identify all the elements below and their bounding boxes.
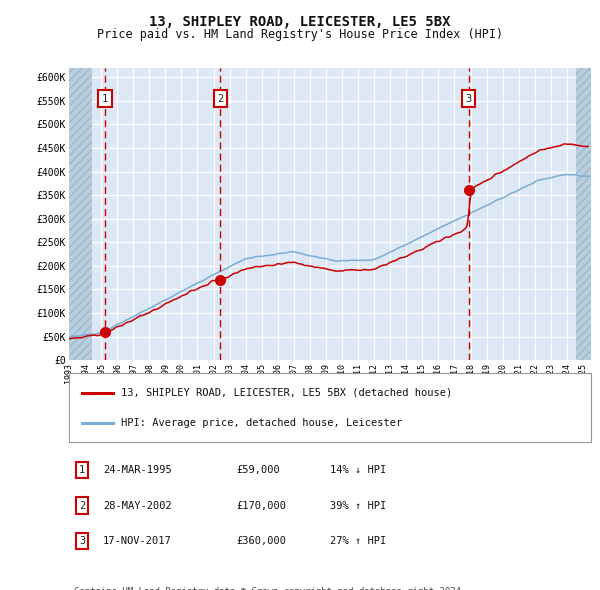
- Text: 39% ↑ HPI: 39% ↑ HPI: [330, 501, 386, 510]
- Text: 27% ↑ HPI: 27% ↑ HPI: [330, 536, 386, 546]
- Text: 1: 1: [101, 93, 108, 103]
- Text: 1: 1: [79, 466, 85, 476]
- Text: Contains HM Land Registry data © Crown copyright and database right 2024.
This d: Contains HM Land Registry data © Crown c…: [74, 588, 467, 590]
- Text: 3: 3: [79, 536, 85, 546]
- Text: HPI: Average price, detached house, Leicester: HPI: Average price, detached house, Leic…: [121, 418, 403, 428]
- Text: 14% ↓ HPI: 14% ↓ HPI: [330, 466, 386, 476]
- Text: 17-NOV-2017: 17-NOV-2017: [103, 536, 172, 546]
- Text: 24-MAR-1995: 24-MAR-1995: [103, 466, 172, 476]
- Text: 28-MAY-2002: 28-MAY-2002: [103, 501, 172, 510]
- Text: £170,000: £170,000: [236, 501, 286, 510]
- Text: 13, SHIPLEY ROAD, LEICESTER, LE5 5BX: 13, SHIPLEY ROAD, LEICESTER, LE5 5BX: [149, 15, 451, 29]
- Text: £360,000: £360,000: [236, 536, 286, 546]
- Text: Price paid vs. HM Land Registry's House Price Index (HPI): Price paid vs. HM Land Registry's House …: [97, 28, 503, 41]
- Bar: [576, 68, 600, 360]
- Text: 2: 2: [217, 93, 223, 103]
- Text: 2: 2: [79, 501, 85, 510]
- Text: 13, SHIPLEY ROAD, LEICESTER, LE5 5BX (detached house): 13, SHIPLEY ROAD, LEICESTER, LE5 5BX (de…: [121, 388, 452, 398]
- Text: £59,000: £59,000: [236, 466, 280, 476]
- Bar: [69, 68, 92, 360]
- Text: 3: 3: [466, 93, 472, 103]
